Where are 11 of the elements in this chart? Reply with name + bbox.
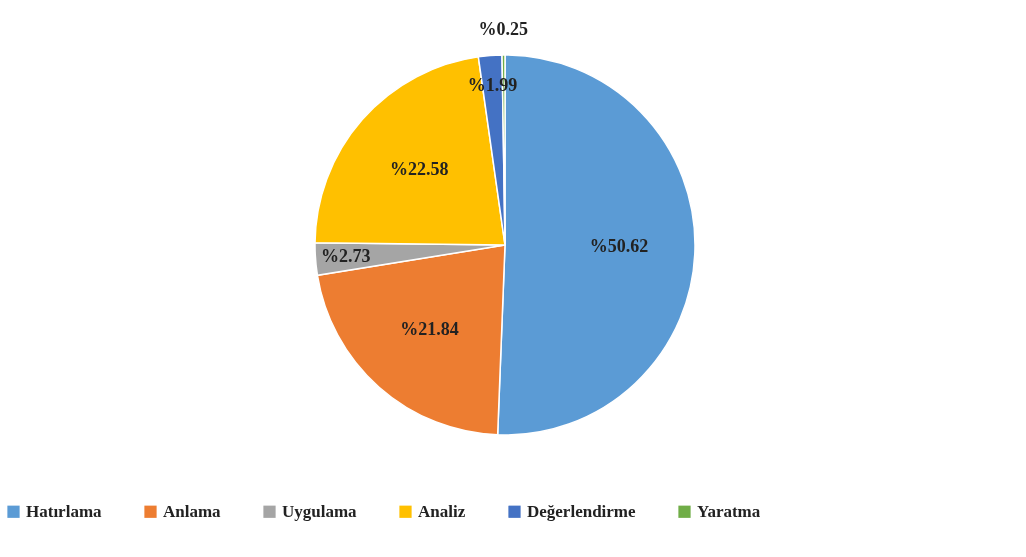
data-label: %50.62: [589, 236, 649, 257]
data-label: %0.25: [478, 19, 529, 40]
legend-label: Yaratma: [697, 501, 761, 521]
legend-label: Analiz: [418, 501, 466, 521]
legend-label: Hatırlama: [26, 501, 103, 521]
legend-label: Anlama: [163, 501, 222, 521]
legend-label: Uygulama: [282, 501, 358, 521]
data-label: %22.58: [390, 158, 449, 179]
legend-label: Değerlendirme: [527, 501, 637, 521]
data-label: %2.73: [321, 245, 371, 266]
data-label: %21.84: [400, 319, 459, 340]
